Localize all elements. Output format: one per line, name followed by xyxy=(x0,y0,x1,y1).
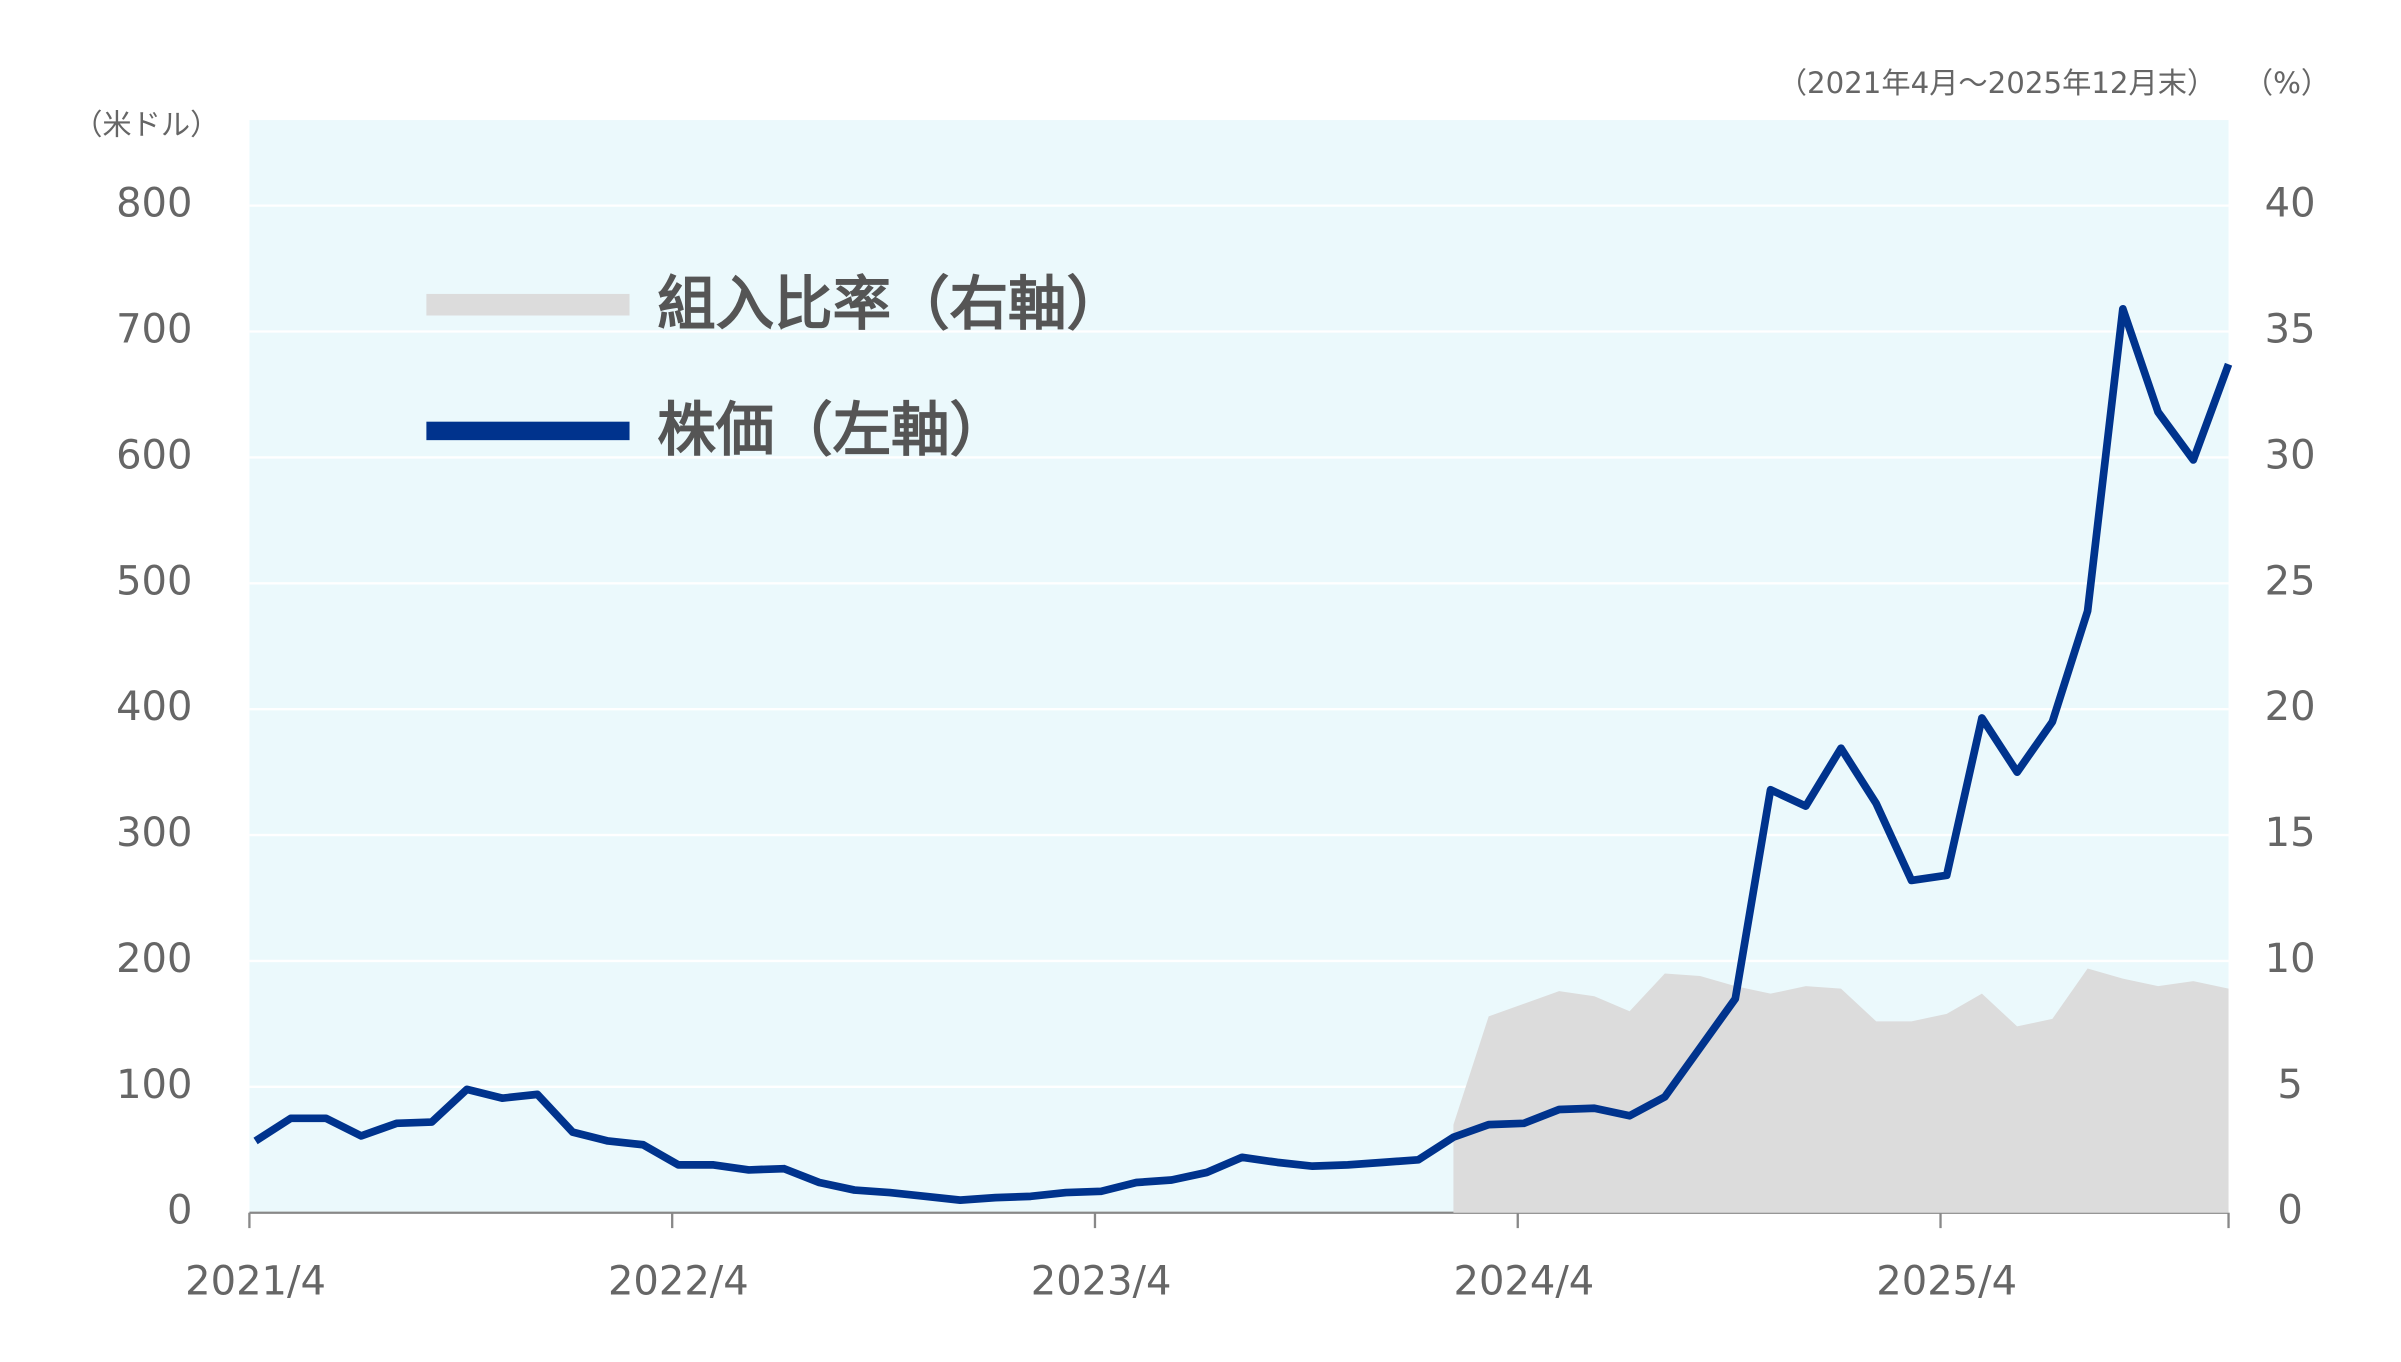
x-tick-label: 2022/4 xyxy=(608,1259,749,1305)
y-tick-label: 0 xyxy=(167,1188,192,1234)
y2-tick-label: 5 xyxy=(2277,1062,2302,1108)
y2-tick-label: 0 xyxy=(2277,1188,2302,1234)
y2-tick-label: 15 xyxy=(2265,810,2316,856)
x-tick-label: 2025/4 xyxy=(1876,1259,2017,1305)
legend-swatch xyxy=(426,421,630,441)
y2-tick-label: 30 xyxy=(2265,432,2316,478)
x-tick-label: 2023/4 xyxy=(1031,1259,1172,1305)
y-unit-label: （米ドル） xyxy=(73,108,219,142)
y-tick-label: 800 xyxy=(116,181,192,227)
y2-tick-label: 35 xyxy=(2265,307,2316,353)
legend-label: 株価（左軸） xyxy=(657,396,1008,464)
x-tick-label: 2024/4 xyxy=(1454,1259,1595,1305)
y-tick-label: 200 xyxy=(116,936,192,982)
legend-label: 組入比率（右軸） xyxy=(657,270,1125,338)
y2-tick-label: 25 xyxy=(2265,558,2316,604)
y2-unit-label: （%） xyxy=(2244,66,2330,100)
x-tick-label: 2021/4 xyxy=(185,1259,326,1305)
allocation-area xyxy=(1453,968,2229,1213)
y-tick-label: 300 xyxy=(116,810,192,856)
y2-tick-label: 40 xyxy=(2265,181,2316,227)
y-tick-label: 500 xyxy=(116,558,192,604)
y-tick-label: 600 xyxy=(116,432,192,478)
legend-swatch xyxy=(426,293,630,316)
y-tick-label: 400 xyxy=(116,684,192,730)
y2-tick-label: 10 xyxy=(2265,936,2316,982)
y2-tick-label: 20 xyxy=(2265,684,2316,730)
period-label: （2021年4月～2025年12月末） xyxy=(1778,66,2216,100)
price-line xyxy=(253,305,2233,1204)
y-tick-label: 700 xyxy=(116,307,192,353)
y-tick-label: 100 xyxy=(116,1062,192,1108)
